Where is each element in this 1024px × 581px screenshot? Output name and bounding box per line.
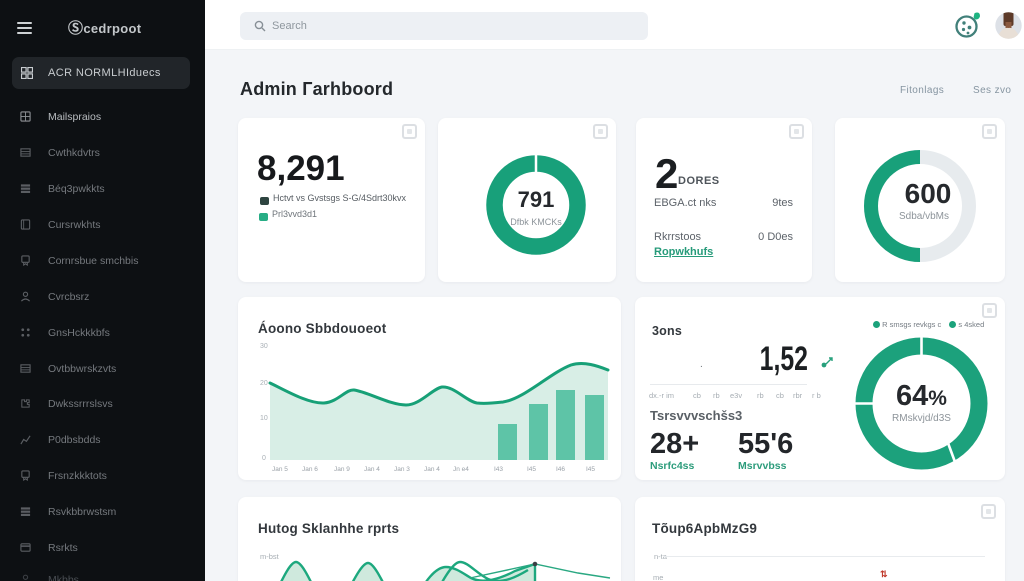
svg-text:I45: I45 — [586, 466, 595, 473]
svg-text:I46: I46 — [556, 466, 565, 473]
svg-text:I43: I43 — [494, 466, 503, 473]
svg-text:Jan 4: Jan 4 — [424, 466, 440, 473]
svg-text:Jan 9: Jan 9 — [334, 466, 350, 473]
svg-text:0: 0 — [262, 455, 266, 462]
svg-text:Jan 3: Jan 3 — [394, 466, 410, 473]
svg-text:Jan 5: Jan 5 — [272, 466, 288, 473]
svg-text:10: 10 — [260, 415, 268, 422]
svg-text:Jan 4: Jan 4 — [364, 466, 380, 473]
svg-text:Jn e4: Jn e4 — [453, 466, 469, 473]
svg-text:30: 30 — [260, 343, 268, 350]
svg-text:I45: I45 — [527, 466, 536, 473]
svg-text:Jan 6: Jan 6 — [302, 466, 318, 473]
svg-text:20: 20 — [260, 380, 268, 387]
